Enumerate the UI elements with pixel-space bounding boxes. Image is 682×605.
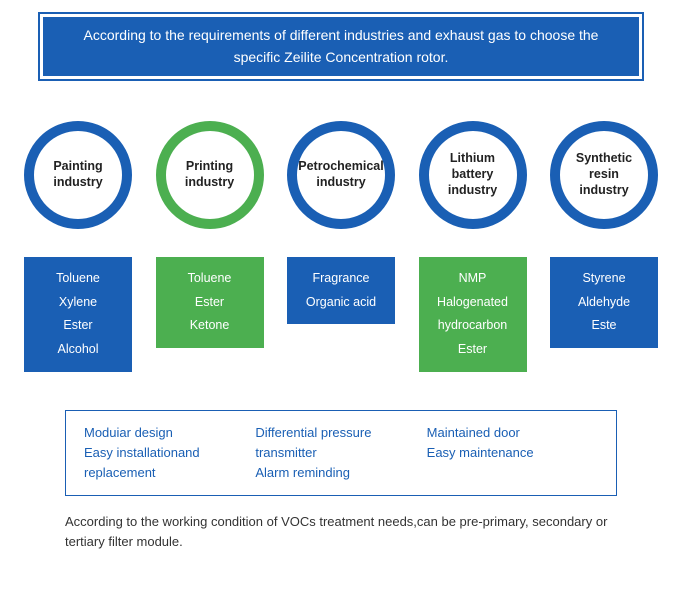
- chemical-item: Ketone: [160, 314, 260, 338]
- industries-circle-row: Painting industry Printing industry Petr…: [20, 121, 662, 229]
- industry-label: Petrochemical industry: [298, 159, 383, 190]
- chemicals-box: FragranceOrganic acid: [287, 257, 395, 325]
- chemical-item: Ester: [160, 291, 260, 315]
- chemical-item: Este: [554, 314, 654, 338]
- feature-line: Easy maintenance: [427, 443, 590, 463]
- industry-circle: Petrochemical industry: [287, 121, 395, 229]
- chemicals-box: TolueneXyleneEsterAlcohol: [24, 257, 132, 372]
- industry-label: Painting industry: [42, 159, 114, 190]
- feature-line: Differential pressure: [255, 423, 418, 443]
- header-banner: According to the requirements of differe…: [38, 12, 644, 81]
- chemicals-row: TolueneXyleneEsterAlcohol TolueneEsterKe…: [20, 257, 662, 372]
- chemical-item: Ester: [28, 314, 128, 338]
- feature-line: replacement: [84, 463, 247, 483]
- feature-line: Maintained door: [427, 423, 590, 443]
- industry-label: Printing industry: [174, 159, 246, 190]
- chemicals-box: NMPHalogenatedhydrocarbonEster: [419, 257, 527, 372]
- features-col-2: Differential pressuretransmitterAlarm re…: [255, 423, 426, 483]
- chemicals-box: StyreneAldehydeEste: [550, 257, 658, 348]
- chemical-item: Xylene: [28, 291, 128, 315]
- footnote-text: According to the working condition of VO…: [65, 512, 617, 551]
- industry-circle: Synthetic resin industry: [550, 121, 658, 229]
- chemical-item: Fragrance: [291, 267, 391, 291]
- industry-circle: Painting industry: [24, 121, 132, 229]
- chemical-item: NMP: [423, 267, 523, 291]
- features-box: Moduiar designEasy installationandreplac…: [65, 410, 617, 496]
- chemical-item: Toluene: [28, 267, 128, 291]
- chemicals-box: TolueneEsterKetone: [156, 257, 264, 348]
- features-col-3: Maintained doorEasy maintenance: [427, 423, 598, 483]
- industry-circle: Lithium battery industry: [419, 121, 527, 229]
- features-col-1: Moduiar designEasy installationandreplac…: [84, 423, 255, 483]
- feature-line: Moduiar design: [84, 423, 247, 443]
- chemical-item: Ester: [423, 338, 523, 362]
- chemical-item: Halogenated: [423, 291, 523, 315]
- chemical-item: Toluene: [160, 267, 260, 291]
- feature-line: Easy installationand: [84, 443, 247, 463]
- feature-line: Alarm reminding: [255, 463, 418, 483]
- industry-label: Synthetic resin industry: [568, 151, 640, 198]
- industry-circle: Printing industry: [156, 121, 264, 229]
- industry-label: Lithium battery industry: [437, 151, 509, 198]
- chemical-item: Organic acid: [291, 291, 391, 315]
- feature-line: transmitter: [255, 443, 418, 463]
- chemical-item: Styrene: [554, 267, 654, 291]
- chemical-item: Alcohol: [28, 338, 128, 362]
- chemical-item: Aldehyde: [554, 291, 654, 315]
- chemical-item: hydrocarbon: [423, 314, 523, 338]
